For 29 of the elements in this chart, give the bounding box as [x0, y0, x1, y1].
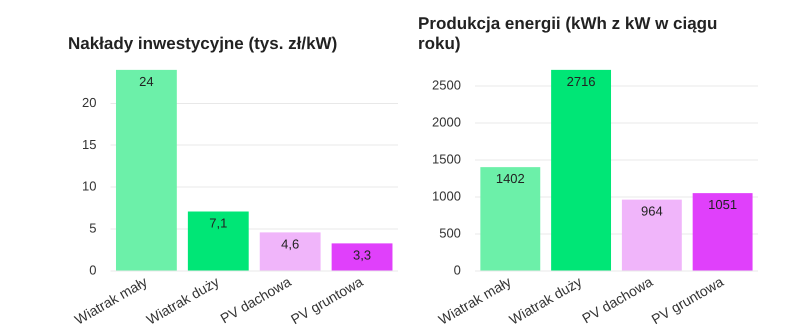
data-label: 3,3	[353, 247, 372, 262]
y-tick-label: 10	[82, 178, 96, 194]
y-tick-label: 2500	[432, 77, 461, 92]
bar	[116, 70, 177, 270]
data-label: 1402	[496, 171, 525, 186]
bar	[332, 243, 392, 270]
bar	[188, 211, 249, 270]
bar	[260, 232, 321, 270]
bar	[622, 200, 682, 270]
y-tick-label: 1000	[432, 188, 461, 204]
y-tick-label: 20	[82, 94, 96, 110]
chart-title: Produkcja energii (kWh z kW w ciągu roku)	[417, 14, 718, 55]
y-tick-label: 1500	[432, 151, 461, 166]
chart-title: Nakłady inwestycyjne (tys. zł/kW)	[68, 34, 338, 53]
y-tick-label: 500	[439, 226, 461, 241]
data-label: 4,6	[281, 236, 300, 252]
bar	[480, 167, 540, 270]
y-tick-label: 15	[82, 136, 96, 152]
y-tick-label: 5	[89, 220, 96, 236]
data-label: 1051	[708, 197, 738, 212]
data-label: 964	[640, 204, 663, 219]
bar	[551, 70, 612, 270]
data-label: 7,1	[209, 216, 228, 231]
data-label: 2716	[566, 74, 596, 89]
y-tick-label: 0	[454, 262, 461, 278]
bar	[692, 193, 753, 270]
data-label: 24	[139, 74, 154, 89]
y-tick-label: 2000	[432, 114, 461, 130]
y-tick-label: 0	[89, 262, 96, 278]
